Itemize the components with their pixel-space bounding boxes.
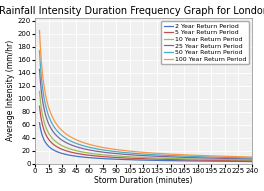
25 Year Return Period bbox=[212, 157, 215, 159]
2 Year Return Period bbox=[164, 159, 167, 162]
25 Year Return Period bbox=[139, 154, 142, 157]
5 Year Return Period bbox=[38, 105, 41, 107]
Line: 2 Year Return Period: 2 Year Return Period bbox=[40, 123, 252, 162]
X-axis label: Storm Duration (minutes): Storm Duration (minutes) bbox=[94, 176, 193, 185]
25 Year Return Period bbox=[164, 155, 167, 158]
50 Year Return Period bbox=[140, 153, 143, 155]
2 Year Return Period bbox=[140, 159, 143, 161]
50 Year Return Period bbox=[212, 156, 215, 158]
5 Year Return Period bbox=[153, 158, 156, 160]
10 Year Return Period bbox=[153, 157, 156, 159]
10 Year Return Period bbox=[245, 159, 248, 161]
10 Year Return Period bbox=[38, 90, 41, 93]
50 Year Return Period bbox=[164, 154, 167, 156]
25 Year Return Period bbox=[245, 158, 248, 160]
100 Year Return Period bbox=[212, 155, 215, 157]
100 Year Return Period bbox=[245, 156, 248, 158]
Legend: 2 Year Return Period, 5 Year Return Period, 10 Year Return Period, 25 Year Retur: 2 Year Return Period, 5 Year Return Peri… bbox=[161, 21, 249, 64]
100 Year Return Period bbox=[38, 29, 41, 32]
5 Year Return Period bbox=[245, 159, 248, 162]
Title: Rainfall Intensity Duration Frequency Graph for London, UK: Rainfall Intensity Duration Frequency Gr… bbox=[0, 6, 264, 15]
5 Year Return Period bbox=[212, 159, 215, 161]
100 Year Return Period bbox=[164, 153, 167, 155]
Line: 50 Year Return Period: 50 Year Return Period bbox=[40, 51, 252, 158]
Line: 10 Year Return Period: 10 Year Return Period bbox=[40, 91, 252, 160]
100 Year Return Period bbox=[250, 156, 253, 158]
5 Year Return Period bbox=[140, 158, 143, 160]
50 Year Return Period bbox=[139, 153, 142, 155]
25 Year Return Period bbox=[153, 155, 156, 157]
10 Year Return Period bbox=[140, 156, 143, 159]
50 Year Return Period bbox=[250, 157, 253, 159]
100 Year Return Period bbox=[139, 151, 142, 153]
2 Year Return Period bbox=[245, 160, 248, 163]
50 Year Return Period bbox=[245, 157, 248, 159]
10 Year Return Period bbox=[164, 157, 167, 159]
Line: 25 Year Return Period: 25 Year Return Period bbox=[40, 69, 252, 159]
100 Year Return Period bbox=[140, 151, 143, 153]
25 Year Return Period bbox=[250, 158, 253, 160]
Line: 100 Year Return Period: 100 Year Return Period bbox=[40, 31, 252, 157]
5 Year Return Period bbox=[250, 159, 253, 162]
10 Year Return Period bbox=[212, 158, 215, 161]
10 Year Return Period bbox=[250, 159, 253, 161]
5 Year Return Period bbox=[139, 157, 142, 160]
Y-axis label: Average Intensity (mm/hr): Average Intensity (mm/hr) bbox=[6, 40, 15, 141]
2 Year Return Period bbox=[153, 159, 156, 161]
2 Year Return Period bbox=[250, 160, 253, 163]
100 Year Return Period bbox=[153, 152, 156, 154]
2 Year Return Period bbox=[212, 160, 215, 162]
10 Year Return Period bbox=[139, 156, 142, 159]
50 Year Return Period bbox=[38, 50, 41, 52]
5 Year Return Period bbox=[164, 158, 167, 160]
50 Year Return Period bbox=[153, 154, 156, 156]
25 Year Return Period bbox=[140, 154, 143, 157]
Line: 5 Year Return Period: 5 Year Return Period bbox=[40, 106, 252, 161]
2 Year Return Period bbox=[139, 159, 142, 161]
2 Year Return Period bbox=[38, 122, 41, 124]
25 Year Return Period bbox=[38, 68, 41, 70]
